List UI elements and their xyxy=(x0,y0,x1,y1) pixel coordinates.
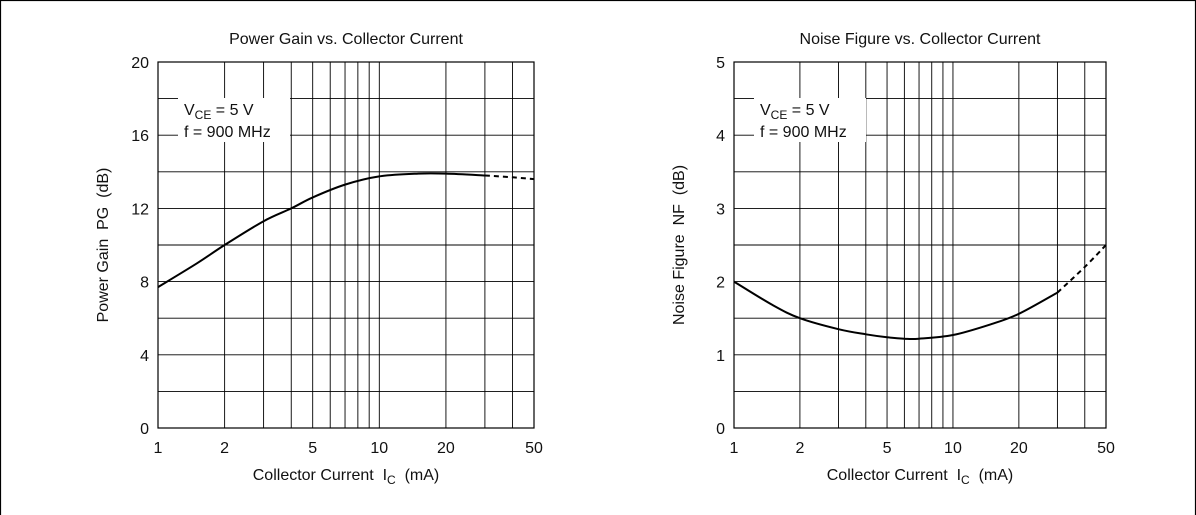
x-tick-label: 1 xyxy=(154,440,163,457)
x-axis-label: Collector Current IC (mA) xyxy=(827,467,1014,487)
annotation-vce: VCE = 5 V xyxy=(760,102,830,122)
y-tick-label: 3 xyxy=(716,201,725,218)
series-line-dashed xyxy=(484,174,535,181)
y-axis-label: Noise Figure NF (dB) xyxy=(671,165,688,325)
x-tick-label: 20 xyxy=(1010,440,1028,457)
annotation-frequency: f = 900 MHz xyxy=(760,124,847,141)
annotation-background xyxy=(754,98,866,142)
y-tick-label: 5 xyxy=(716,55,725,72)
annotation-background xyxy=(178,98,290,142)
x-tick-label: 5 xyxy=(308,440,317,457)
x-axis-label-subscript: C xyxy=(961,473,970,487)
annotation-vce: VCE = 5 V xyxy=(184,102,254,122)
y-tick-label: 0 xyxy=(716,421,725,438)
x-tick-label: 2 xyxy=(795,440,804,457)
x-axis-label-unit: (mA) xyxy=(970,467,1014,484)
x-tick-label: 5 xyxy=(883,440,892,457)
y-tick-label: 1 xyxy=(716,348,725,365)
plot-area-border xyxy=(157,61,535,429)
x-tick-label: 50 xyxy=(525,440,543,457)
x-axis-label-symbol: I xyxy=(957,467,961,484)
x-axis-label-unit: (mA) xyxy=(396,467,440,484)
x-axis-label: Collector Current IC (mA) xyxy=(253,467,440,487)
plot-area-border xyxy=(733,61,1107,429)
series-line-solid xyxy=(733,280,1058,341)
chart-title: Power Gain vs. Collector Current xyxy=(229,31,463,48)
power-gain-chart: Power Gain vs. Collector Current04812162… xyxy=(95,31,543,487)
annotation-frequency: f = 900 MHz xyxy=(184,124,271,141)
x-tick-label: 1 xyxy=(730,440,739,457)
y-tick-label: 8 xyxy=(140,275,149,292)
x-tick-label: 10 xyxy=(370,440,388,457)
x-tick-label: 20 xyxy=(437,440,455,457)
x-axis-label-text: Collector Current xyxy=(827,467,957,484)
y-tick-label: 2 xyxy=(716,275,725,292)
x-tick-label: 2 xyxy=(220,440,229,457)
y-tick-label: 0 xyxy=(140,421,149,438)
y-tick-label: 20 xyxy=(131,55,149,72)
chart-title: Noise Figure vs. Collector Current xyxy=(800,31,1042,48)
y-tick-label: 4 xyxy=(140,348,149,365)
y-tick-label: 12 xyxy=(131,201,149,218)
x-axis-label-text: Collector Current xyxy=(253,467,383,484)
x-axis-label-subscript: C xyxy=(387,473,396,487)
y-axis-label: Power Gain PG (dB) xyxy=(95,168,112,323)
x-axis-label-symbol: I xyxy=(383,467,387,484)
y-tick-label: 16 xyxy=(131,128,149,145)
x-tick-label: 50 xyxy=(1097,440,1115,457)
series-line-solid xyxy=(157,172,485,288)
x-tick-label: 10 xyxy=(944,440,962,457)
noise-figure-chart: Noise Figure vs. Collector Current012345… xyxy=(671,31,1115,487)
series-line-dashed xyxy=(1056,244,1107,294)
y-tick-label: 4 xyxy=(716,128,725,145)
